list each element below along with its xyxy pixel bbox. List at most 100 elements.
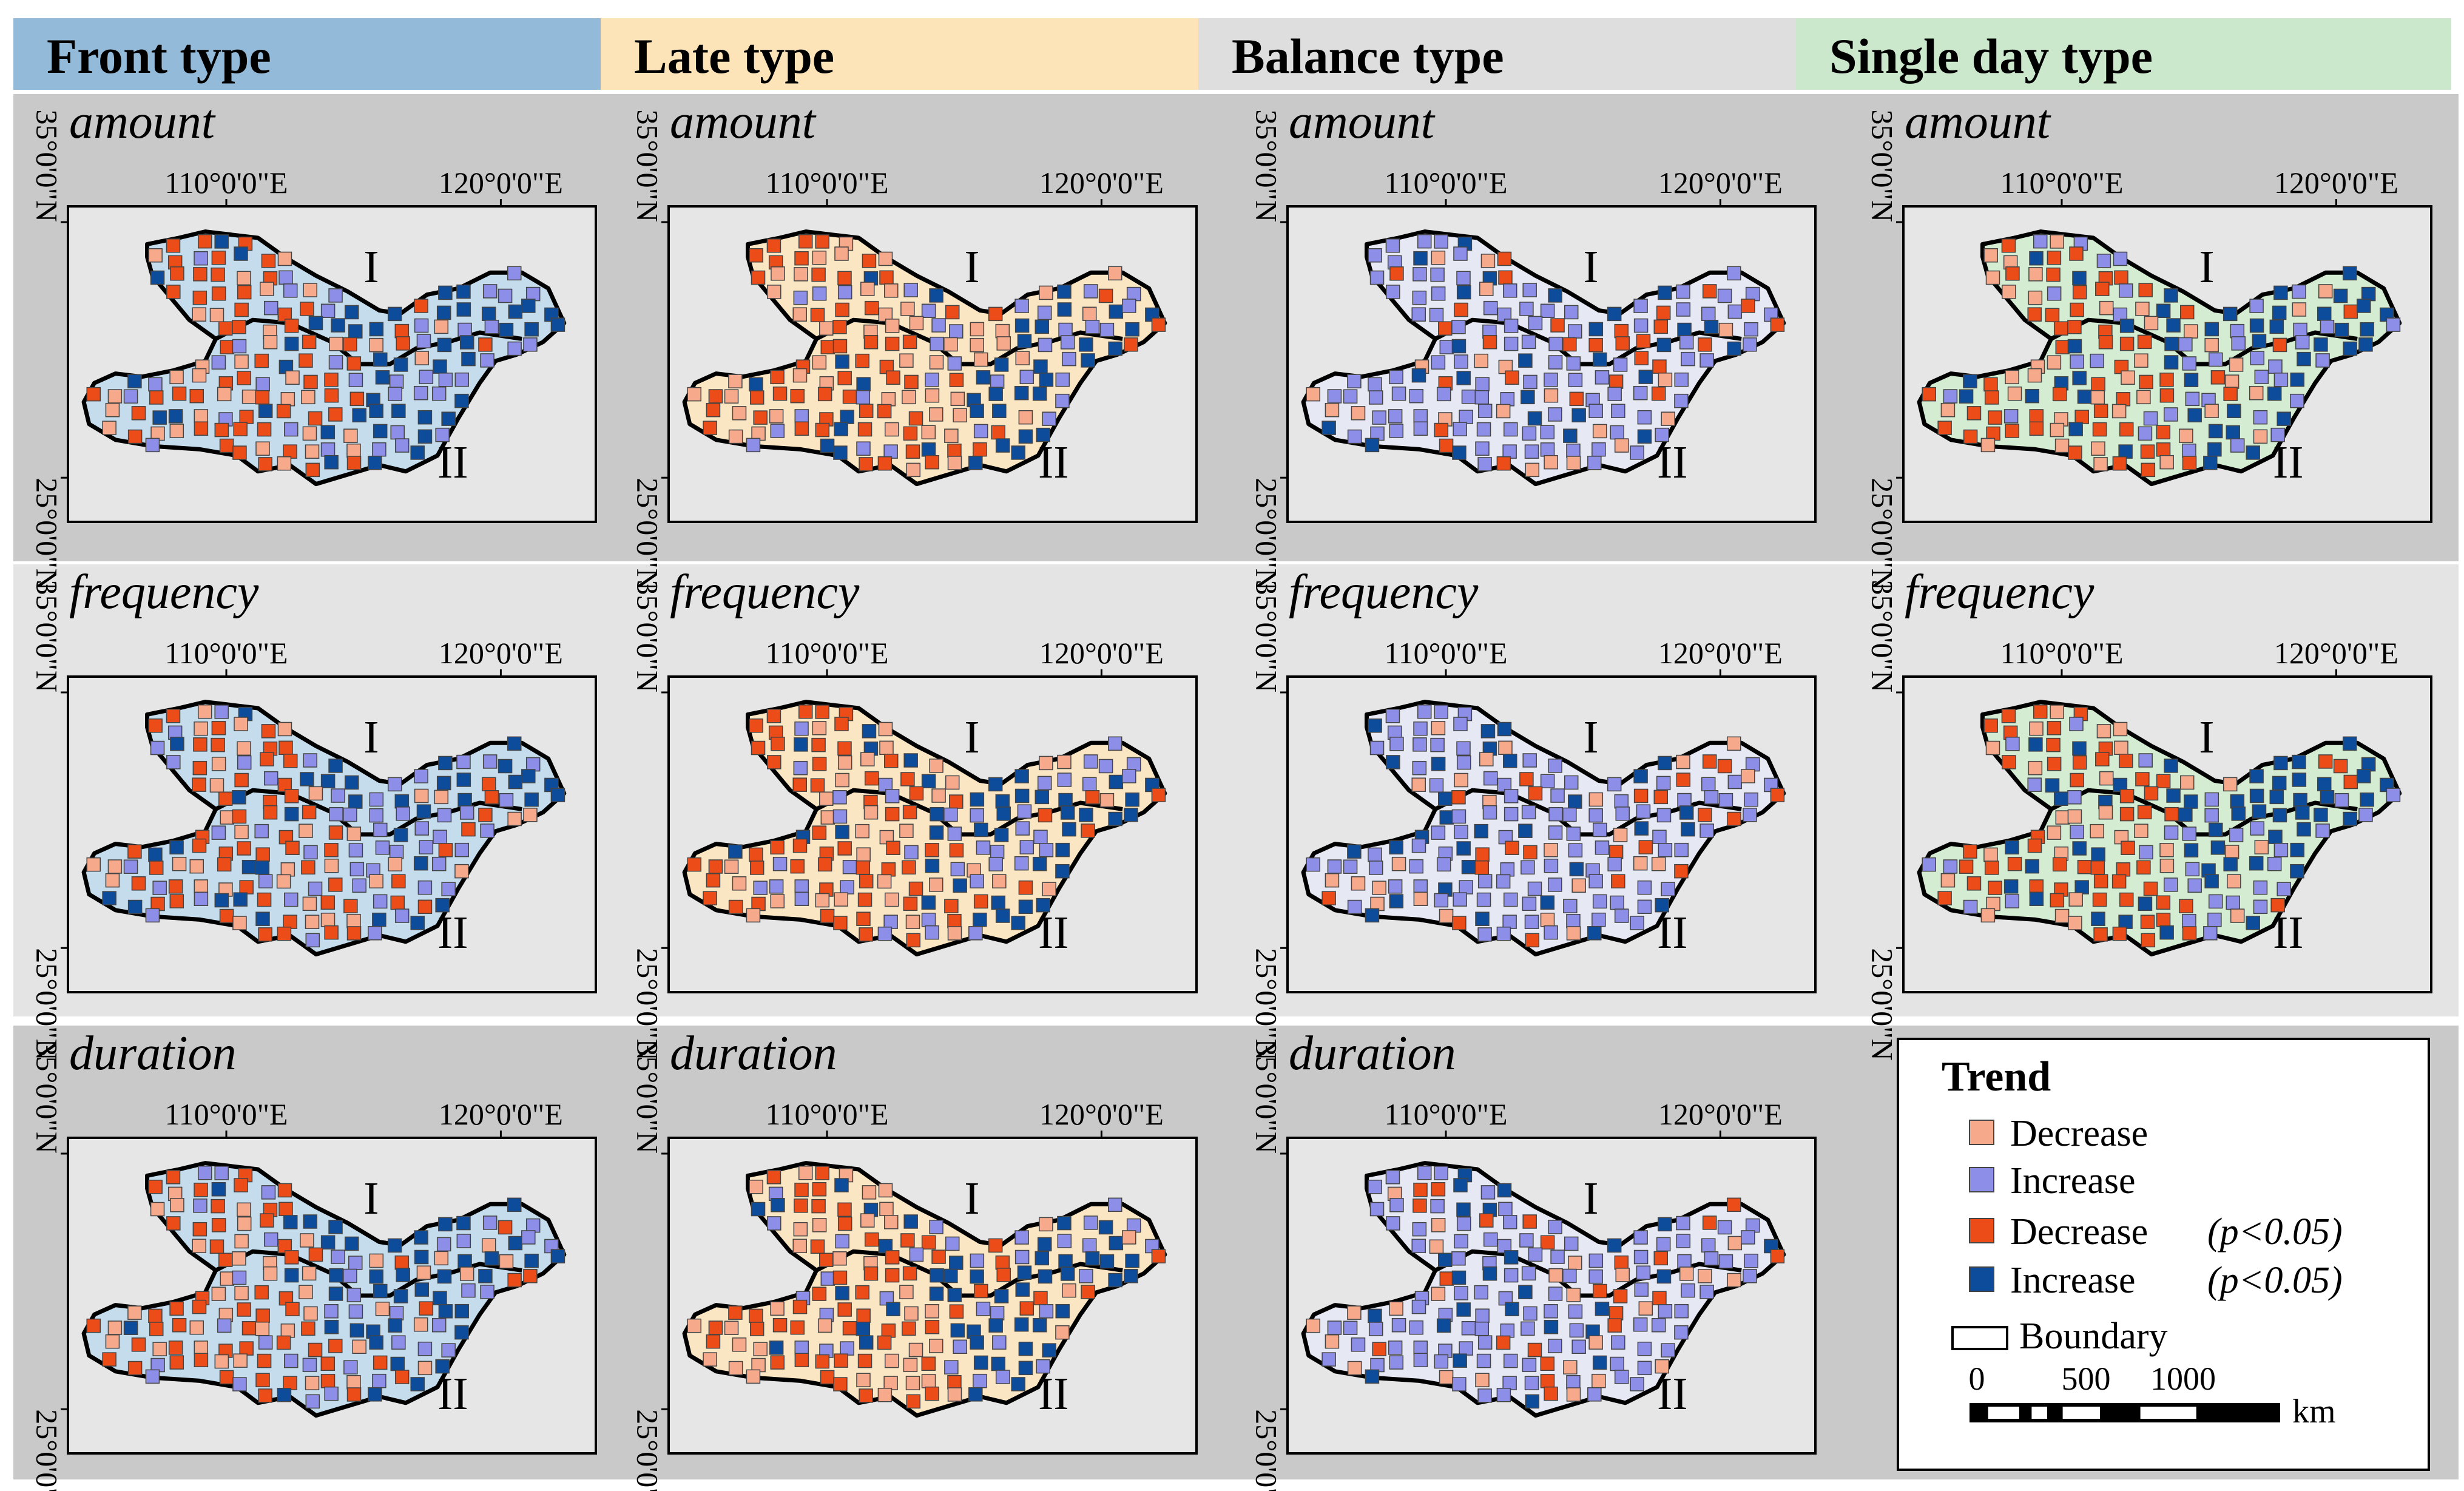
station-marker xyxy=(1483,771,1498,786)
station-marker xyxy=(995,794,1010,809)
station-marker xyxy=(1548,1286,1563,1301)
station-marker xyxy=(1085,790,1100,805)
station-marker xyxy=(832,1251,847,1266)
station-marker xyxy=(346,456,362,470)
station-marker xyxy=(2027,368,2042,383)
station-marker xyxy=(197,1165,212,1180)
station-marker xyxy=(2119,806,2135,822)
station-marker xyxy=(168,1341,183,1355)
station-marker xyxy=(794,421,809,436)
station-marker xyxy=(1550,318,1565,333)
station-marker xyxy=(1698,808,1712,822)
station-marker xyxy=(1055,864,1070,879)
station-marker xyxy=(766,1169,781,1185)
station-marker xyxy=(947,926,962,941)
station-marker xyxy=(1522,283,1537,297)
station-marker xyxy=(1038,337,1053,353)
region-label-II: II xyxy=(2273,437,2304,488)
station-marker xyxy=(324,843,339,857)
station-marker xyxy=(127,1361,143,1376)
station-marker xyxy=(2179,899,2193,913)
station-marker xyxy=(349,1323,365,1338)
station-marker xyxy=(127,899,143,915)
station-marker xyxy=(770,370,785,385)
station-marker xyxy=(237,841,251,856)
station-marker xyxy=(2068,422,2083,436)
station-marker xyxy=(815,1166,829,1180)
station-marker xyxy=(2141,933,2156,948)
station-marker xyxy=(2333,759,2348,774)
station-marker xyxy=(524,792,539,807)
station-marker xyxy=(1548,1220,1562,1234)
station-marker xyxy=(1966,406,1982,421)
station-marker xyxy=(1429,308,1444,322)
station-marker xyxy=(394,1370,410,1384)
station-marker xyxy=(749,1322,765,1336)
station-marker xyxy=(1122,299,1136,313)
station-marker xyxy=(792,777,807,792)
station-marker xyxy=(410,1377,425,1391)
station-marker xyxy=(1677,793,1692,808)
station-marker xyxy=(949,794,964,809)
station-marker xyxy=(970,337,984,353)
station-marker xyxy=(1365,1369,1380,1384)
station-marker xyxy=(2005,840,2019,855)
station-marker xyxy=(2179,428,2193,443)
station-marker xyxy=(1588,1269,1603,1284)
station-marker xyxy=(2156,774,2171,788)
station-marker xyxy=(991,895,1005,910)
station-marker xyxy=(2091,847,2105,862)
station-marker xyxy=(1498,1202,1513,1217)
station-marker xyxy=(902,805,917,820)
station-marker xyxy=(241,389,257,404)
station-marker xyxy=(1548,759,1562,773)
station-marker xyxy=(1032,1317,1047,1333)
legend-swatch xyxy=(1969,1167,1994,1192)
column-title: Front type xyxy=(47,29,271,84)
station-marker xyxy=(859,927,873,942)
station-marker xyxy=(1109,1236,1124,1251)
station-marker xyxy=(301,860,316,875)
station-marker xyxy=(2164,806,2179,822)
station-marker xyxy=(947,1374,962,1390)
station-marker xyxy=(1032,856,1047,871)
station-marker xyxy=(329,806,343,822)
station-marker xyxy=(820,908,835,924)
column-header: Late type xyxy=(601,18,1198,90)
station-marker xyxy=(885,422,899,437)
station-marker xyxy=(2002,755,2016,769)
station-marker xyxy=(218,1253,233,1267)
station-marker xyxy=(1083,1215,1098,1230)
station-marker xyxy=(2119,319,2135,333)
station-marker xyxy=(194,1341,209,1355)
column-header-bg xyxy=(601,18,1198,90)
station-marker xyxy=(1014,788,1030,803)
station-marker xyxy=(369,337,383,353)
station-marker xyxy=(706,1334,721,1349)
station-marker xyxy=(192,290,208,305)
station-marker xyxy=(751,740,766,756)
station-marker xyxy=(343,899,358,913)
station-marker xyxy=(303,1306,318,1321)
station-marker xyxy=(328,825,343,840)
station-marker xyxy=(753,881,768,895)
station-marker xyxy=(508,304,523,319)
station-marker xyxy=(1325,1334,1340,1349)
station-marker xyxy=(769,409,784,424)
station-marker xyxy=(234,717,248,731)
station-marker xyxy=(1057,1215,1072,1231)
station-marker xyxy=(953,408,967,423)
station-marker xyxy=(107,1320,123,1335)
station-marker xyxy=(1704,320,1719,334)
scale-tick-label: 1000 xyxy=(2150,1361,2216,1397)
station-marker xyxy=(1011,1377,1025,1391)
station-marker xyxy=(150,740,165,756)
station-marker xyxy=(1125,1253,1139,1268)
station-marker xyxy=(1614,794,1629,809)
station-marker xyxy=(945,1236,960,1251)
station-marker xyxy=(2267,386,2282,401)
station-marker xyxy=(438,1304,453,1319)
station-marker xyxy=(1437,321,1453,336)
